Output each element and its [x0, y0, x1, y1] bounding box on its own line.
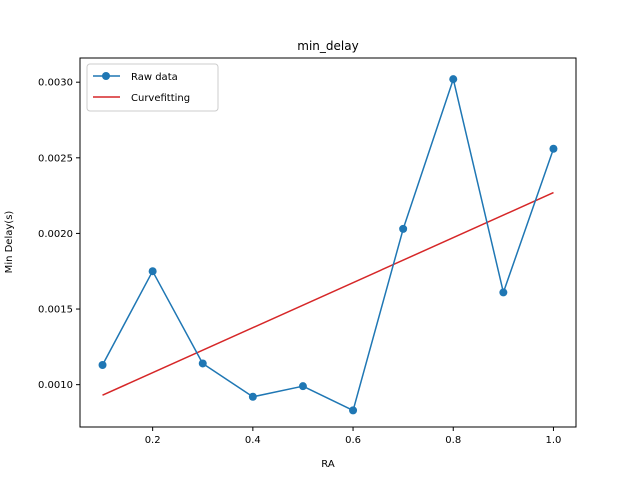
x-axis: 0.2 0.4 0.6 0.8 1.0 — [145, 427, 562, 446]
x-tick-label: 0.2 — [145, 435, 161, 446]
series-layer — [98, 75, 558, 415]
y-tick-label: 0.0020 — [38, 229, 73, 240]
y-tick-label: 0.0010 — [38, 380, 73, 391]
y-tick-label: 0.0030 — [38, 78, 73, 89]
y-axis-label: Min Delay(s) — [4, 211, 15, 274]
y-tick-label: 0.0025 — [38, 153, 73, 164]
legend-marker-raw-data — [102, 72, 110, 80]
data-point-raw-data — [449, 75, 458, 84]
chart-title: min_delay — [297, 39, 358, 53]
data-point-raw-data — [198, 359, 207, 368]
x-tick-label: 0.6 — [345, 435, 361, 446]
x-tick-label: 0.4 — [245, 435, 261, 446]
y-tick-label: 0.0015 — [38, 305, 73, 316]
x-tick-label: 0.8 — [445, 435, 461, 446]
series-line-curvefitting — [102, 191, 554, 396]
legend: Raw data Curvefitting — [86, 63, 219, 112]
data-point-raw-data — [148, 267, 157, 276]
legend-label-raw-data: Raw data — [131, 72, 178, 83]
y-axis: 0.0010 0.0015 0.0020 0.0025 0.0030 — [38, 78, 80, 391]
data-point-raw-data — [549, 144, 558, 153]
plot-area — [79, 57, 577, 428]
data-point-raw-data — [298, 382, 307, 391]
x-axis-label: RA — [321, 459, 335, 470]
series-line-raw-data — [101, 78, 555, 412]
data-point-raw-data — [499, 288, 508, 297]
data-point-raw-data — [98, 360, 107, 369]
data-point-raw-data — [248, 392, 257, 401]
x-tick-label: 1.0 — [546, 435, 562, 446]
legend-label-curvefitting: Curvefitting — [131, 93, 190, 104]
data-point-raw-data — [399, 224, 408, 233]
data-point-raw-data — [349, 406, 358, 415]
